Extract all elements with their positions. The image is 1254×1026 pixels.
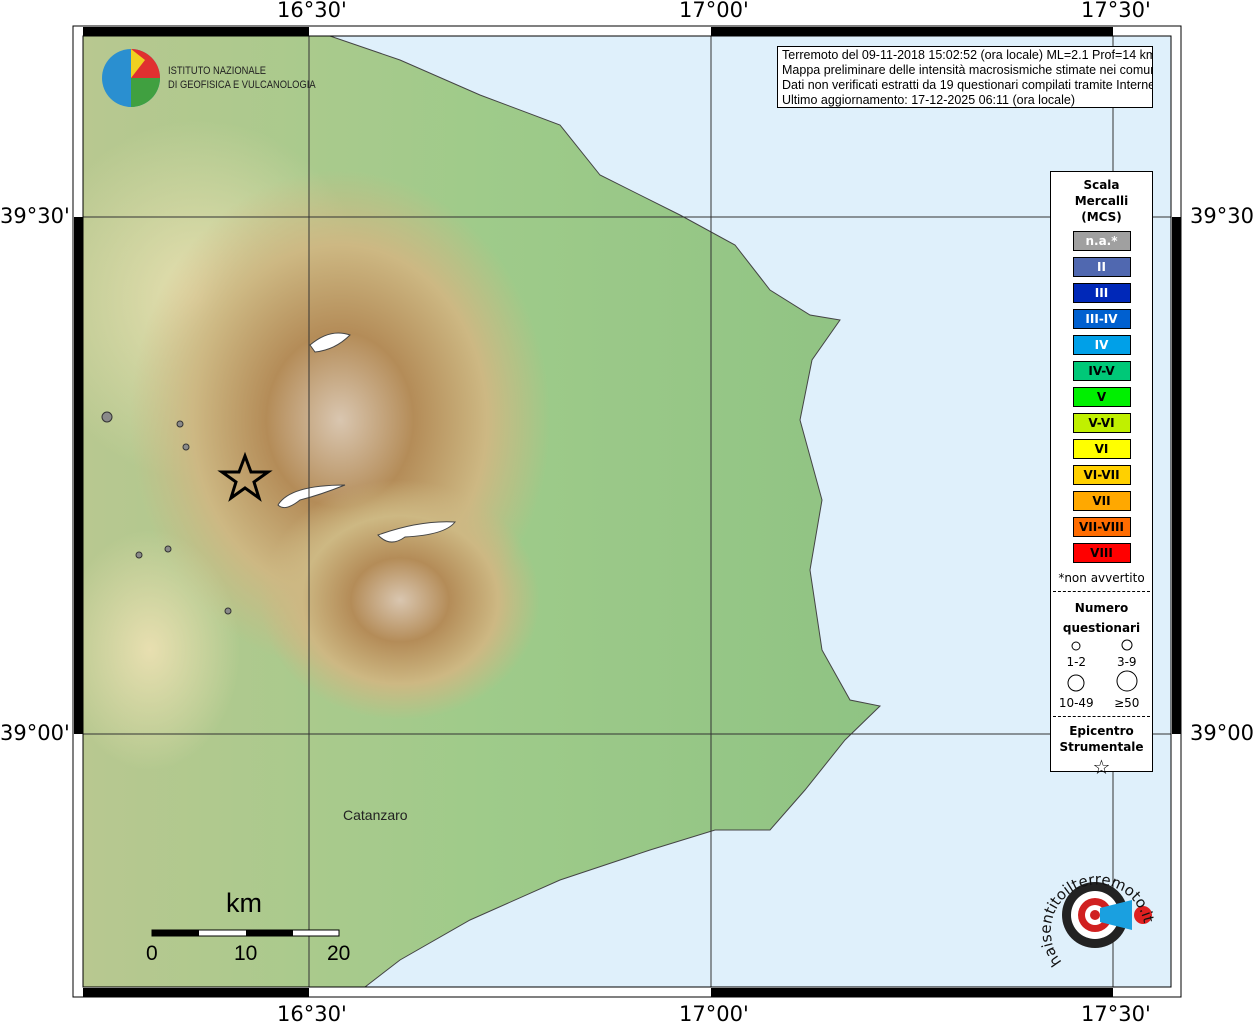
- scale-bar: [151, 929, 340, 937]
- mountains: [260, 480, 540, 720]
- lake: [277, 484, 346, 509]
- info-line: Ultimo aggiornamento: 17-12-2025 06:11 (…: [782, 93, 1075, 107]
- station: [101, 411, 113, 423]
- scale-tick: 10: [234, 942, 258, 965]
- legend-footnote: *non avvertito: [1058, 571, 1145, 585]
- epicenter-star: [217, 451, 273, 502]
- intensity-swatch: V-VI: [1072, 413, 1131, 433]
- hills: [83, 530, 240, 770]
- lake: [309, 332, 351, 353]
- intensity-swatch: VI: [1072, 439, 1131, 459]
- scale-unit: km: [226, 888, 262, 918]
- legend: Scala Mercalli (MCS) n.a.* II III III-IV IV IV-…: [1050, 171, 1153, 779]
- lat-label-right: 39°30': [1190, 204, 1254, 228]
- city-label: Catanzaro: [343, 807, 408, 823]
- intensity-swatch: VIII: [1072, 543, 1131, 563]
- intensity-swatch: n.a.*: [1072, 231, 1131, 251]
- lon-label-top: 17°30': [1081, 0, 1151, 22]
- station: [176, 420, 184, 428]
- intensity-swatch: VII-VIII: [1072, 517, 1131, 537]
- frame: [72, 25, 1182, 998]
- info-line: Terremoto del 09-11-2018 15:02:52 (ora l…: [782, 48, 1153, 62]
- event-info-box: Terremoto del 09-11-2018 15:02:52 (ora l…: [777, 46, 1153, 108]
- lon-label-bottom: 16°30': [277, 1002, 347, 1026]
- scale-tick: 0: [146, 942, 158, 965]
- lon-label-bottom: 17°30': [1081, 1002, 1151, 1026]
- scale-tick: 20: [327, 942, 351, 965]
- intensity-swatch: VII: [1072, 491, 1131, 511]
- intensity-swatch: IV: [1072, 335, 1131, 355]
- station: [182, 443, 190, 451]
- intensity-swatch: IV-V: [1072, 361, 1131, 381]
- intensity-swatch: III: [1072, 283, 1131, 303]
- lon-label-top: 16°30': [277, 0, 347, 22]
- intensity-scale: n.a.* II III III-IV IV IV-V V V-VI VI VI-VII VII VI…: [1051, 231, 1152, 563]
- star-icon: ☆: [1092, 755, 1111, 779]
- ingv-name: ISTITUTO NAZIONALE DI GEOFISICA E VULCANO…: [168, 65, 316, 91]
- stations: [101, 411, 232, 615]
- station: [164, 545, 172, 553]
- lon-label-bottom: 17°00': [679, 1002, 749, 1026]
- legend-title: Scala Mercalli (MCS): [1074, 178, 1129, 224]
- info-line: Dati non verificati estratti da 19 quest…: [782, 78, 1153, 92]
- station: [224, 607, 232, 615]
- count-title: Numero questionari: [1062, 601, 1141, 635]
- lat-label-left: 39°30': [0, 204, 70, 228]
- station: [135, 551, 143, 559]
- count-sizes: 1-2 3-9 10-49 ≥50: [1051, 638, 1152, 710]
- lat-label-left: 39°00': [0, 721, 70, 745]
- intensity-swatch: II: [1072, 257, 1131, 277]
- epicenter-title: Epicentro Strumentale: [1059, 724, 1144, 754]
- intensity-swatch: V: [1072, 387, 1131, 407]
- intensity-swatch: III-IV: [1072, 309, 1131, 329]
- ingv-logo: [102, 49, 160, 107]
- lake: [377, 521, 456, 543]
- intensity-swatch: VI-VII: [1072, 465, 1131, 485]
- lon-label-top: 17°00': [679, 0, 749, 22]
- info-line: Mappa preliminare delle intensità macros…: [782, 63, 1153, 77]
- lat-label-right: 39°00': [1190, 721, 1254, 745]
